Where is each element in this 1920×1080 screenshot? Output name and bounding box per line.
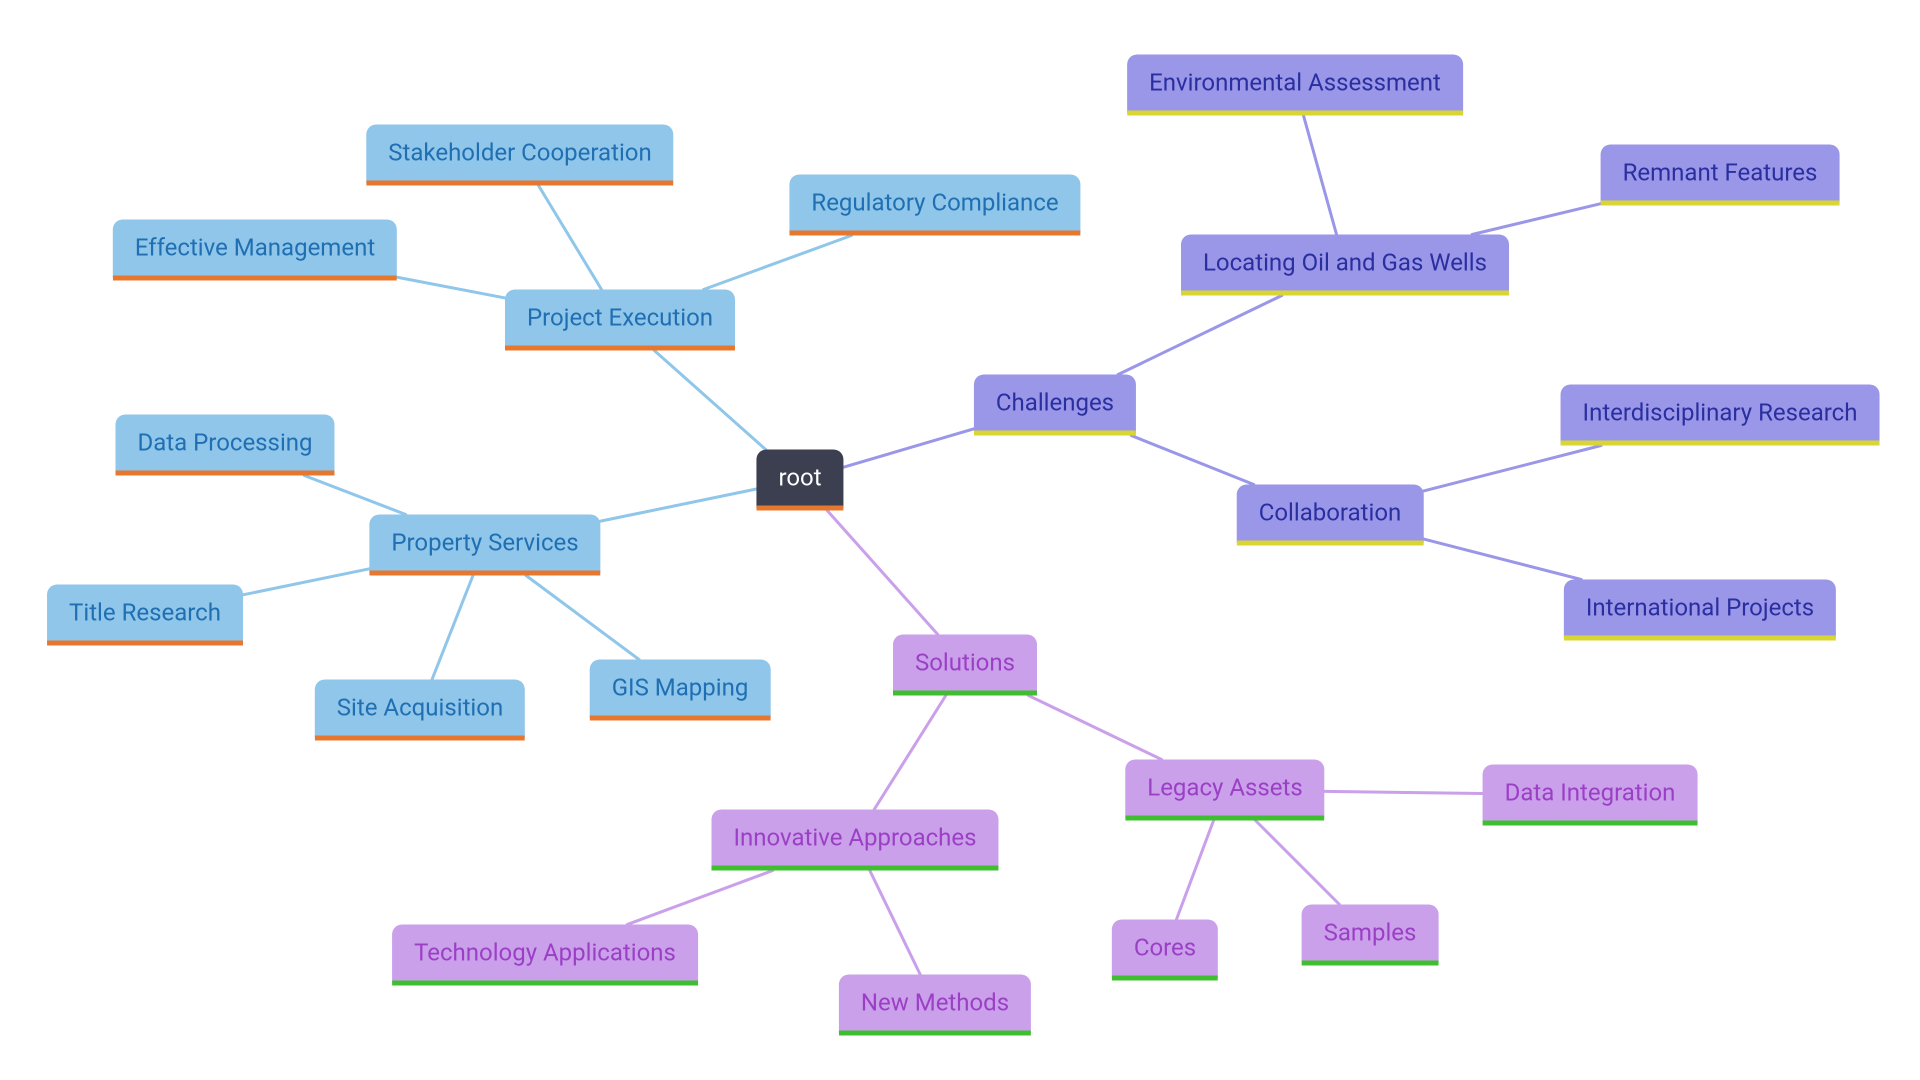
edge-property_services-title_research [243, 569, 369, 595]
node-property_services: Property Services [369, 515, 600, 576]
node-data_integration: Data Integration [1483, 765, 1698, 826]
node-new_methods: New Methods [839, 975, 1031, 1036]
edge-root-property_services [601, 489, 757, 521]
node-intl_projects: International Projects [1564, 580, 1836, 641]
edge-root-challenges [844, 429, 974, 467]
edge-challenges-collaboration [1131, 436, 1254, 485]
node-legacy_assets: Legacy Assets [1125, 760, 1324, 821]
edge-locating_wells-env_assessment [1303, 116, 1336, 235]
node-samples: Samples [1302, 905, 1439, 966]
node-project_execution: Project Execution [505, 290, 735, 351]
edge-project_execution-stakeholder_coop [538, 186, 601, 290]
edge-locating_wells-remnant_features [1472, 204, 1600, 235]
edge-property_services-gis_mapping [526, 576, 639, 660]
node-challenges: Challenges [974, 375, 1136, 436]
edge-legacy_assets-cores [1176, 821, 1213, 920]
node-solutions: Solutions [893, 635, 1037, 696]
node-data_processing: Data Processing [115, 415, 334, 476]
edge-collaboration-interdisciplinary [1423, 446, 1601, 492]
node-collaboration: Collaboration [1237, 485, 1424, 546]
edge-property_services-data_processing [304, 476, 405, 515]
edge-property_services-site_acquisition [432, 576, 473, 680]
edge-legacy_assets-data_integration [1325, 791, 1483, 793]
edge-legacy_assets-samples [1256, 821, 1340, 905]
edge-solutions-legacy_assets [1028, 696, 1161, 760]
edge-solutions-innovative [874, 696, 946, 810]
node-innovative: Innovative Approaches [711, 810, 998, 871]
edge-innovative-tech_apps [627, 871, 773, 925]
edge-challenges-locating_wells [1118, 296, 1282, 375]
edge-collaboration-intl_projects [1423, 539, 1581, 580]
node-interdisciplinary: Interdisciplinary Research [1561, 385, 1880, 446]
node-regulatory_compliance: Regulatory Compliance [789, 175, 1080, 236]
edge-innovative-new_methods [870, 871, 920, 975]
node-stakeholder_coop: Stakeholder Cooperation [366, 125, 673, 186]
node-cores: Cores [1112, 920, 1218, 981]
node-root: root [756, 450, 843, 511]
node-effective_mgmt: Effective Management [113, 220, 397, 281]
edge-root-solutions [827, 511, 938, 635]
node-remnant_features: Remnant Features [1601, 145, 1840, 206]
node-title_research: Title Research [47, 585, 243, 646]
edge-project_execution-effective_mgmt [397, 277, 505, 298]
edge-project_execution-regulatory_compliance [704, 236, 852, 290]
node-tech_apps: Technology Applications [392, 925, 698, 986]
node-locating_wells: Locating Oil and Gas Wells [1181, 235, 1509, 296]
node-env_assessment: Environmental Assessment [1127, 55, 1463, 116]
node-site_acquisition: Site Acquisition [315, 680, 525, 741]
node-gis_mapping: GIS Mapping [590, 660, 771, 721]
mindmap-canvas: root Project Execution Stakeholder Coopera… [0, 0, 1920, 1080]
edge-root-project_execution [654, 351, 765, 450]
